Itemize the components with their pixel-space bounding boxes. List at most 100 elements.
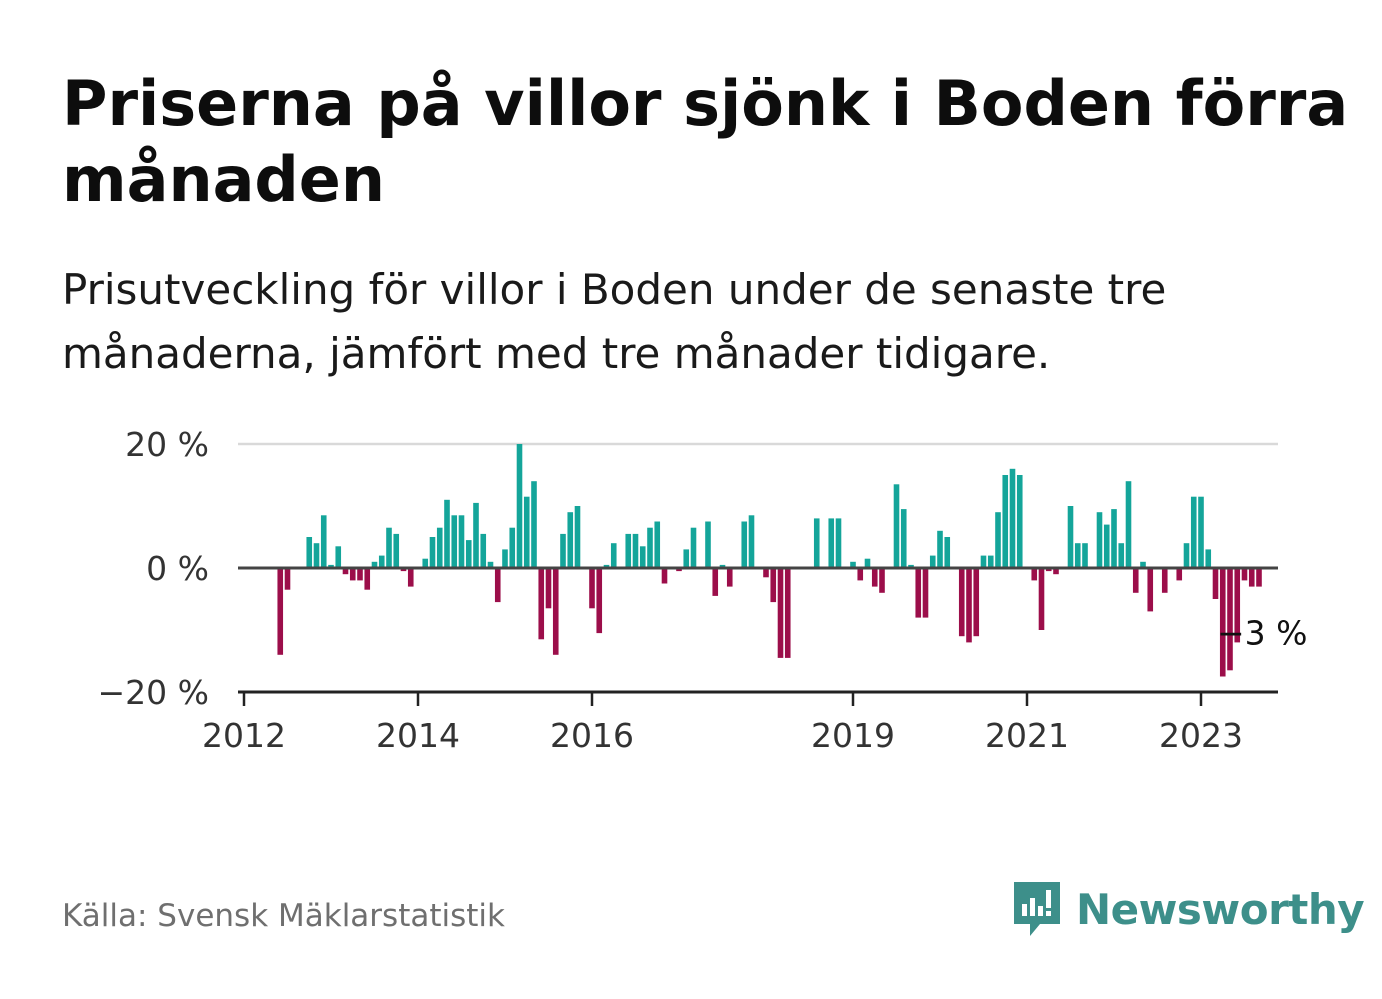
- bar: [1161, 568, 1168, 593]
- bar: [879, 568, 885, 593]
- x-tick-label: 2019: [811, 716, 895, 755]
- bar: [306, 537, 313, 568]
- bar: [386, 527, 392, 568]
- bar: [335, 546, 342, 568]
- bar: [480, 533, 487, 568]
- bar: [451, 515, 458, 568]
- bar: [712, 568, 719, 596]
- bar: [690, 527, 697, 568]
- bar: [1248, 568, 1255, 587]
- bar: [436, 527, 443, 568]
- y-tick-label: 0 %: [146, 549, 209, 588]
- bar: [835, 518, 842, 568]
- bar: [509, 527, 516, 568]
- bar-series: [277, 444, 1262, 677]
- y-tick-label: −20 %: [98, 673, 210, 712]
- bar: [676, 568, 682, 572]
- bar: [1031, 568, 1038, 581]
- bar: [596, 568, 603, 634]
- bar: [1045, 568, 1052, 572]
- bar: [958, 568, 965, 637]
- bar: [429, 537, 436, 568]
- labels: 20 % 0 % −20 % 2012 2014 2016 2019 2021 2023 −3 %: [98, 425, 1308, 755]
- bar: [320, 515, 327, 568]
- bar: [560, 533, 566, 568]
- bar: [371, 561, 378, 568]
- bar: [1198, 496, 1204, 568]
- bar: [422, 558, 429, 568]
- bar: [777, 568, 784, 658]
- bar: [349, 568, 356, 581]
- bar: [966, 568, 972, 643]
- bar: [1067, 506, 1074, 568]
- bar: [523, 496, 530, 568]
- bar: [1190, 496, 1197, 568]
- bar: [567, 512, 574, 568]
- bar: [1140, 561, 1146, 568]
- bar: [748, 515, 755, 568]
- bar-chart: 20 % 0 % −20 % 2012 2014 2016 2019 2021 2023 −3 %: [98, 425, 1308, 755]
- bar: [531, 481, 537, 568]
- bar: [494, 568, 501, 603]
- x-tick-label: 2012: [202, 716, 286, 755]
- axes: [238, 566, 1278, 706]
- bar: [1241, 568, 1248, 581]
- bar: [1053, 568, 1059, 575]
- bar: [1183, 543, 1190, 568]
- newsworthy-logo-icon: [1014, 882, 1060, 936]
- bar: [915, 568, 922, 618]
- bar: [610, 543, 617, 568]
- bar: [574, 506, 581, 568]
- bar: [357, 568, 363, 581]
- bar: [589, 568, 595, 609]
- bar: [1176, 568, 1183, 581]
- chart-title: Priserna på villor sjönk i Boden förra m…: [62, 67, 1349, 216]
- bar: [1118, 543, 1125, 568]
- bar: [908, 564, 914, 568]
- source-note: Källa: Svensk Mäklarstatistik: [62, 898, 505, 934]
- bar: [458, 515, 465, 568]
- bar: [1205, 549, 1212, 568]
- bar: [328, 564, 334, 568]
- bar: [683, 549, 690, 568]
- bar: [1103, 524, 1110, 568]
- bar: [364, 568, 371, 590]
- bar: [407, 568, 414, 587]
- bar: [1212, 568, 1219, 599]
- bar: [1256, 568, 1262, 587]
- chart-subtitle: Prisutveckling för villor i Boden under …: [62, 265, 1167, 378]
- x-tick-label: 2023: [1159, 716, 1243, 755]
- bar: [538, 568, 545, 640]
- bar: [900, 509, 907, 568]
- bar: [502, 549, 508, 568]
- bar: [661, 568, 668, 584]
- bar: [995, 512, 1001, 568]
- bar: [893, 484, 900, 568]
- bar: [857, 568, 864, 581]
- bar: [1132, 568, 1139, 593]
- bar: [545, 568, 552, 609]
- bar: [987, 555, 994, 568]
- bar: [625, 533, 632, 568]
- bar: [487, 561, 494, 568]
- x-tick-label: 2014: [376, 716, 460, 755]
- bar: [719, 564, 726, 568]
- bar: [516, 444, 523, 568]
- bar: [741, 521, 748, 568]
- bar: [1082, 543, 1088, 568]
- bar: [937, 530, 943, 568]
- bar: [726, 568, 733, 587]
- bar: [763, 568, 769, 578]
- bar: [284, 568, 291, 590]
- bar: [1125, 481, 1132, 568]
- bar: [465, 540, 472, 568]
- last-value-label: −3 %: [1217, 614, 1308, 653]
- bar: [1227, 568, 1233, 671]
- bar: [603, 564, 610, 568]
- bar: [1111, 509, 1117, 568]
- bar: [871, 568, 878, 587]
- bar: [850, 561, 856, 568]
- bar: [647, 527, 653, 568]
- bar: [473, 502, 479, 568]
- bar: [400, 568, 407, 572]
